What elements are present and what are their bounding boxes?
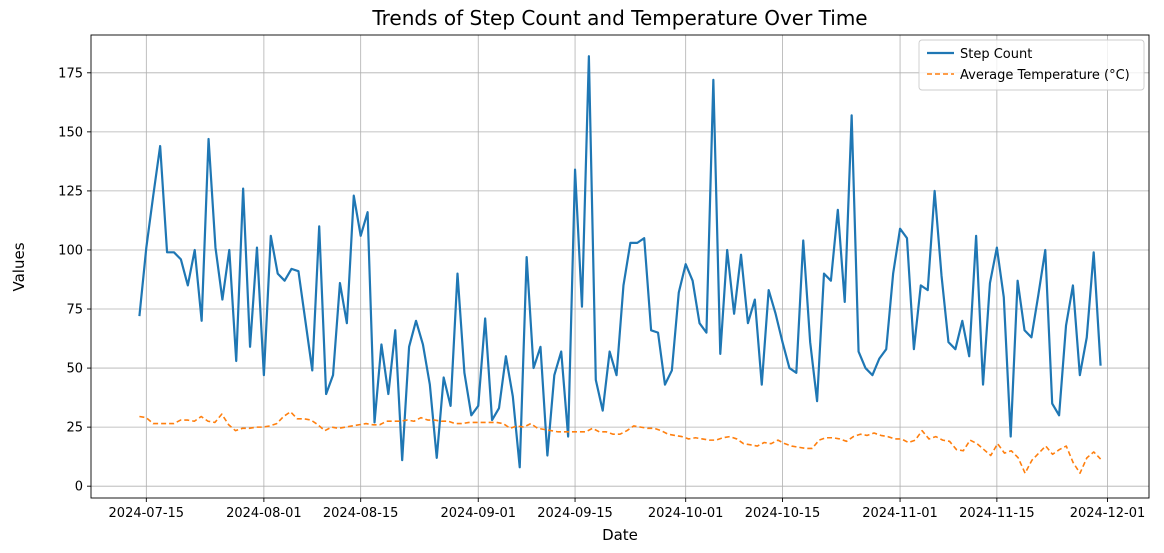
x-tick-label: 2024-07-15 bbox=[109, 506, 185, 521]
x-tick-label: 2024-10-01 bbox=[648, 506, 724, 521]
y-tick-label: 150 bbox=[58, 125, 83, 140]
y-tick-label: 50 bbox=[66, 362, 83, 377]
x-tick-label: 2024-09-15 bbox=[537, 506, 613, 521]
y-axis-title: Values bbox=[10, 242, 28, 291]
x-tick-label: 2024-10-15 bbox=[745, 506, 821, 521]
legend: Step Count Average Temperature (°C) bbox=[918, 39, 1145, 91]
legend-step-count-label: Step Count bbox=[960, 47, 1032, 62]
axis-ticks: 0 25 50 75 100 125 150 175 2024-07-15 2024-08-01 2… bbox=[58, 66, 1145, 521]
x-tick-label: 2024-08-15 bbox=[323, 506, 399, 521]
plot-frame bbox=[90, 34, 1150, 499]
chart-title: Trends of Step Count and Temperature Ove… bbox=[371, 6, 867, 30]
x-axis-title: Date bbox=[602, 526, 638, 544]
y-tick-label: 0 bbox=[75, 480, 83, 495]
y-tick-label: 175 bbox=[58, 66, 83, 81]
x-tick-label: 2024-08-01 bbox=[226, 506, 302, 521]
temperature-line bbox=[139, 410, 1102, 475]
y-tick-label: 100 bbox=[58, 243, 83, 258]
legend-box bbox=[918, 39, 1145, 91]
y-tick-label: 75 bbox=[66, 303, 83, 318]
x-tick-label: 2024-09-01 bbox=[440, 506, 516, 521]
x-tick-label: 2024-12-01 bbox=[1070, 506, 1146, 521]
step-count-line bbox=[138, 55, 1102, 469]
x-tick-label: 2024-11-01 bbox=[862, 506, 938, 521]
legend-temperature-label: Average Temperature (°C) bbox=[960, 68, 1130, 83]
y-tick-label: 125 bbox=[58, 184, 83, 199]
x-tick-label: 2024-11-15 bbox=[959, 506, 1035, 521]
y-tick-label: 25 bbox=[66, 421, 83, 436]
series-layer bbox=[138, 55, 1102, 475]
grid bbox=[91, 35, 1149, 498]
